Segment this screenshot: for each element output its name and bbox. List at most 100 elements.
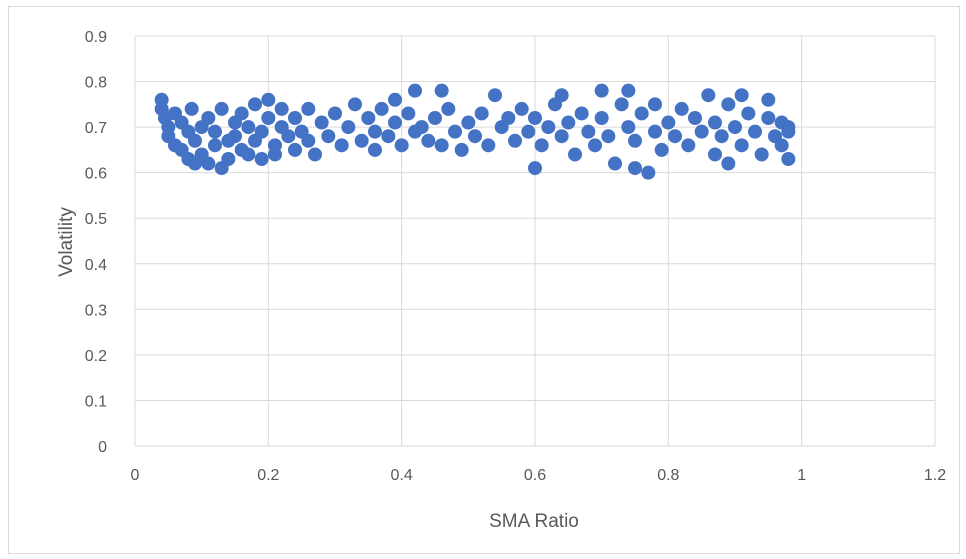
- scatter-point: [214, 101, 229, 116]
- scatter-point: [728, 120, 742, 135]
- y-tick-label: 0.4: [85, 257, 107, 274]
- scatter-point: [601, 129, 616, 144]
- scatter-point: [288, 111, 302, 125]
- scatter-point: [594, 83, 609, 98]
- scatter-point: [761, 92, 776, 107]
- scatter-point: [188, 133, 202, 148]
- scatter-point: [734, 88, 749, 103]
- x-tick-label: 1.2: [924, 467, 946, 484]
- scatter-points: [154, 83, 796, 180]
- x-tick-label: 1: [797, 467, 806, 484]
- scatter-point: [368, 142, 382, 157]
- scatter-point: [648, 124, 662, 139]
- scatter-point: [208, 124, 222, 139]
- scatter-point: [581, 124, 596, 139]
- scatter-point: [301, 101, 316, 116]
- scatter-point: [448, 124, 462, 139]
- scatter-point: [374, 101, 389, 116]
- scatter-point: [781, 152, 796, 166]
- scatter-point: [648, 97, 662, 112]
- scatter-point: [514, 101, 529, 116]
- scatter-point: [254, 152, 269, 166]
- scatter-point: [388, 115, 402, 130]
- gridlines: [134, 35, 936, 447]
- y-tick-label: 0.6: [85, 166, 107, 183]
- y-tick-label: 0.7: [85, 120, 107, 137]
- x-tick-label: 0.8: [657, 467, 679, 484]
- scatter-point: [348, 97, 362, 112]
- scatter-point: [254, 124, 269, 139]
- scatter-point: [341, 120, 356, 135]
- scatter-point: [608, 156, 622, 171]
- scatter-point: [688, 111, 702, 125]
- scatter-point: [184, 101, 199, 116]
- scatter-point: [681, 138, 696, 153]
- scatter-point: [721, 156, 736, 171]
- scatter-point: [521, 124, 536, 139]
- scatter-point: [228, 129, 242, 144]
- y-axis-title: Volatility: [56, 207, 77, 277]
- scatter-point: [481, 138, 496, 153]
- scatter-point: [261, 111, 276, 125]
- x-tick-label: 0.6: [524, 467, 546, 484]
- scatter-point: [574, 106, 589, 121]
- scatter-point: [528, 111, 542, 125]
- x-tick-label: 0: [131, 467, 140, 484]
- scatter-point: [308, 147, 322, 162]
- scatter-point: [328, 106, 342, 121]
- x-axis-ticks: 0 0.2 0.4 0.6 0.8 1 1.2: [131, 467, 947, 484]
- scatter-point: [781, 124, 796, 139]
- scatter-point: [201, 156, 216, 171]
- y-tick-label: 0: [98, 439, 107, 456]
- y-axis-ticks: 0 0.1 0.2 0.3 0.4 0.5 0.6 0.7 0.8 0.9: [85, 29, 107, 456]
- scatter-point: [394, 138, 409, 153]
- y-tick-label: 0.1: [85, 393, 107, 410]
- scatter-point: [208, 138, 222, 153]
- scatter-point: [241, 147, 256, 162]
- scatter-point: [748, 124, 762, 139]
- scatter-point: [361, 111, 376, 125]
- scatter-point: [621, 83, 636, 98]
- y-tick-label: 0.2: [85, 348, 107, 365]
- scatter-point: [248, 97, 262, 112]
- scatter-point: [414, 120, 429, 135]
- scatter-point: [468, 129, 482, 144]
- scatter-point: [761, 111, 776, 125]
- scatter-point: [554, 129, 569, 144]
- scatter-point: [701, 88, 716, 103]
- scatter-point: [708, 115, 722, 130]
- scatter-point: [301, 133, 316, 148]
- x-tick-label: 0.2: [257, 467, 279, 484]
- scatter-point: [668, 129, 682, 144]
- scatter-point: [221, 152, 236, 166]
- scatter-point: [268, 147, 282, 162]
- scatter-point: [654, 142, 669, 157]
- scatter-point: [774, 138, 789, 153]
- scatter-point: [628, 161, 642, 176]
- scatter-point: [201, 111, 216, 125]
- scatter-point: [381, 129, 396, 144]
- scatter-point: [388, 92, 402, 107]
- scatter-point: [234, 106, 249, 121]
- scatter-point: [461, 115, 476, 130]
- scatter-point: [674, 101, 689, 116]
- scatter-point: [261, 92, 276, 107]
- scatter-point: [428, 111, 442, 125]
- scatter-point: [628, 133, 642, 148]
- scatter-point: [281, 129, 296, 144]
- scatter-point: [474, 106, 489, 121]
- scatter-point: [694, 124, 709, 139]
- scatter-point: [354, 133, 369, 148]
- scatter-point: [501, 111, 516, 125]
- scatter-point: [754, 147, 769, 162]
- scatter-point: [614, 97, 629, 112]
- scatter-point: [721, 97, 736, 112]
- scatter-point: [641, 165, 656, 180]
- scatter-point: [488, 88, 502, 103]
- y-tick-label: 0.9: [85, 29, 107, 46]
- scatter-point: [334, 138, 349, 153]
- scatter-point: [368, 124, 382, 139]
- y-tick-label: 0.8: [85, 75, 107, 92]
- scatter-point: [621, 120, 636, 135]
